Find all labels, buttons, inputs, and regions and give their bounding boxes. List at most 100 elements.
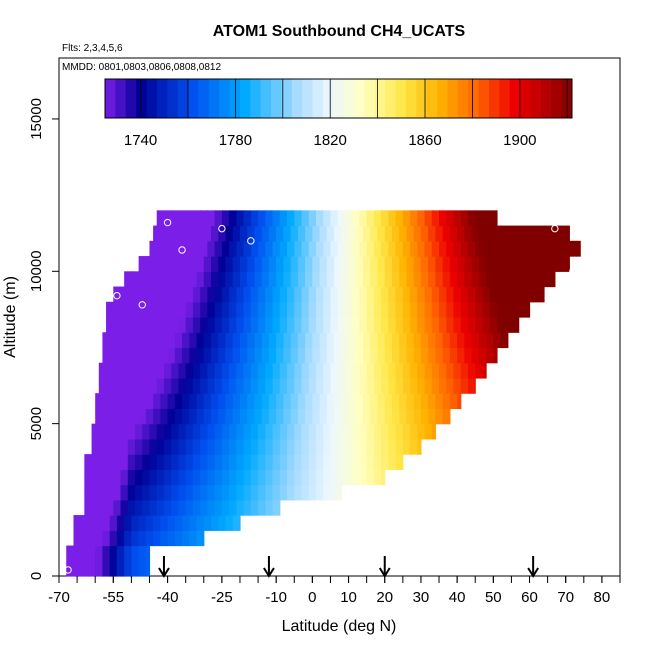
heatmap-cell bbox=[402, 286, 411, 303]
heatmap-cell bbox=[272, 499, 281, 516]
heatmap-cell bbox=[475, 317, 484, 333]
heatmap-cell bbox=[229, 377, 237, 394]
heatmap-cell bbox=[384, 225, 393, 242]
x-tick-label: 0 bbox=[308, 589, 316, 606]
heatmap-cell bbox=[312, 347, 321, 364]
heatmap-cell bbox=[174, 332, 183, 349]
heatmap-cell bbox=[439, 240, 447, 257]
heatmap-cell bbox=[149, 499, 158, 516]
heatmap-cell bbox=[279, 423, 288, 440]
heatmap-cell bbox=[344, 438, 353, 455]
heatmap-cell bbox=[482, 301, 491, 318]
heatmap-cell bbox=[391, 256, 400, 272]
colorbar-segment bbox=[271, 79, 282, 118]
colorbar-segment bbox=[229, 79, 241, 118]
heatmap-cell bbox=[301, 362, 310, 379]
heatmap-cell bbox=[218, 256, 227, 272]
heatmap-cell bbox=[290, 256, 299, 272]
heatmap-cell bbox=[348, 225, 357, 242]
heatmap-cell bbox=[381, 423, 389, 440]
heatmap-cell bbox=[515, 271, 523, 288]
heatmap-cell bbox=[127, 438, 136, 455]
heatmap-cell bbox=[189, 530, 198, 547]
heatmap-cell bbox=[525, 286, 534, 303]
heatmap-cell bbox=[381, 454, 389, 470]
heatmap-cell bbox=[500, 332, 509, 349]
heatmap-cell bbox=[247, 271, 256, 288]
heatmap-cell bbox=[460, 317, 469, 333]
heatmap-cell bbox=[424, 286, 433, 303]
heatmap-cell bbox=[250, 377, 259, 394]
heatmap-cell bbox=[417, 438, 422, 455]
heatmap-cell bbox=[410, 240, 418, 257]
heatmap-cell bbox=[200, 362, 208, 379]
heatmap-cell bbox=[73, 515, 82, 531]
heatmap-cell bbox=[174, 225, 183, 242]
heatmap-cell bbox=[178, 499, 187, 516]
heatmap-cell bbox=[265, 301, 274, 318]
heatmap-cell bbox=[207, 377, 216, 394]
heatmap-cell bbox=[399, 347, 408, 364]
heatmap-cell bbox=[547, 240, 556, 257]
heatmap-cell bbox=[384, 332, 393, 349]
heatmap-cell bbox=[457, 256, 465, 272]
heatmap-cell bbox=[142, 469, 151, 486]
heatmap-cell bbox=[359, 362, 368, 379]
heatmap-cell bbox=[214, 499, 223, 516]
heatmap-cell bbox=[457, 271, 465, 288]
heatmap-cell bbox=[98, 362, 107, 379]
heatmap-cell bbox=[446, 240, 455, 257]
heatmap-cell bbox=[182, 393, 190, 410]
heatmap-cell bbox=[536, 256, 545, 272]
heatmap-cell bbox=[323, 423, 332, 440]
heatmap-cell bbox=[576, 240, 581, 257]
heatmap-cell bbox=[373, 240, 382, 257]
heatmap-cell bbox=[410, 286, 418, 303]
heatmap-cell bbox=[131, 393, 140, 410]
heatmap-cell bbox=[261, 256, 270, 272]
heatmap-cell bbox=[315, 317, 324, 333]
colorbar-segment bbox=[188, 79, 199, 118]
heatmap-cell bbox=[127, 469, 136, 486]
x-tick-label: 30 bbox=[413, 589, 430, 606]
heatmap-cell bbox=[359, 317, 368, 333]
heatmap-cell bbox=[279, 286, 288, 303]
heatmap-cell bbox=[558, 256, 567, 272]
heatmap-cell bbox=[406, 332, 415, 349]
sample-point bbox=[551, 224, 559, 233]
heatmap-cell bbox=[149, 454, 158, 470]
heatmap-cell bbox=[178, 377, 187, 394]
heatmap-cell bbox=[276, 393, 284, 410]
heatmap-cell bbox=[250, 240, 259, 257]
heatmap-cell bbox=[113, 438, 122, 455]
heatmap-cell bbox=[536, 225, 545, 242]
heatmap-cell bbox=[229, 317, 237, 333]
heatmap-cell bbox=[449, 271, 458, 288]
heatmap-cell bbox=[232, 271, 241, 288]
heatmap-cell bbox=[192, 286, 201, 303]
heatmap-cell bbox=[420, 347, 429, 364]
heatmap-cell bbox=[475, 210, 484, 227]
heatmap-cell bbox=[446, 362, 455, 379]
heatmap-cell bbox=[214, 286, 223, 303]
heatmap-cell bbox=[330, 484, 339, 501]
heatmap-cell bbox=[402, 438, 411, 455]
heatmap-cell bbox=[446, 317, 455, 333]
heatmap-cell bbox=[283, 408, 292, 425]
heatmap-cell bbox=[326, 225, 335, 242]
heatmap-cell bbox=[171, 438, 180, 455]
heatmap-cell bbox=[247, 256, 256, 272]
heatmap-cell bbox=[211, 347, 219, 364]
heatmap-cell bbox=[102, 530, 111, 547]
heatmap-cell bbox=[196, 332, 205, 349]
heatmap-cell bbox=[106, 499, 114, 516]
heatmap-cell bbox=[355, 271, 364, 288]
heatmap-cell bbox=[203, 393, 212, 410]
heatmap-cell bbox=[344, 377, 353, 394]
heatmap-cell bbox=[163, 210, 172, 227]
heatmap-cell bbox=[294, 210, 303, 227]
colorbar-tick-label: 1860 bbox=[408, 132, 441, 149]
heatmap-cell bbox=[287, 423, 295, 440]
colorbar-segment bbox=[198, 79, 210, 118]
colorbar-segment bbox=[530, 79, 542, 118]
